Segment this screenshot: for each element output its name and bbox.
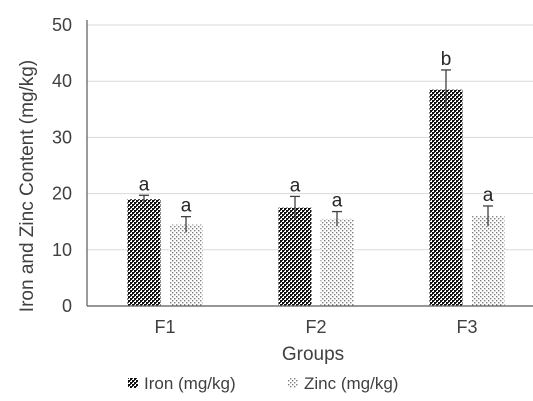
iron-bar-f3 [429, 89, 463, 306]
x-tick-label: F3 [456, 317, 477, 337]
bars [127, 69, 505, 306]
significance-label: a [332, 191, 343, 212]
y-axis-title: Iron and Zinc Content (mg/kg) [17, 60, 38, 312]
y-tick-label: 10 [52, 240, 72, 260]
y-tick-label: 0 [62, 296, 72, 316]
significance-label: a [139, 174, 150, 195]
axes [86, 20, 533, 307]
y-tick-label: 20 [52, 184, 72, 204]
legend-swatch-zinc [288, 378, 298, 388]
labels: 0 10 20 30 40 50 a a F1 a a F2 b a F3 [52, 15, 494, 337]
significance-label: a [290, 175, 301, 196]
zinc-bar-f3 [471, 216, 505, 306]
zinc-bar-f2 [320, 218, 354, 306]
legend: Iron (mg/kg) Zinc (mg/kg) [128, 374, 398, 393]
significance-label: a [483, 185, 494, 206]
significance-label: b [441, 49, 452, 70]
x-tick-label: F1 [154, 317, 175, 337]
legend-swatch-iron [128, 378, 138, 388]
y-tick-label: 50 [52, 15, 72, 35]
legend-label: Zinc (mg/kg) [304, 374, 398, 393]
iron-bar-f2 [278, 207, 312, 306]
significance-label: a [181, 196, 192, 217]
y-tick-label: 40 [52, 71, 72, 91]
iron-bar-f1 [127, 199, 161, 306]
x-tick-label: F2 [305, 317, 326, 337]
y-tick-label: 30 [52, 127, 72, 147]
zinc-bar-f1 [169, 224, 203, 306]
legend-label: Iron (mg/kg) [144, 374, 236, 393]
x-axis-title: Groups [282, 344, 344, 365]
